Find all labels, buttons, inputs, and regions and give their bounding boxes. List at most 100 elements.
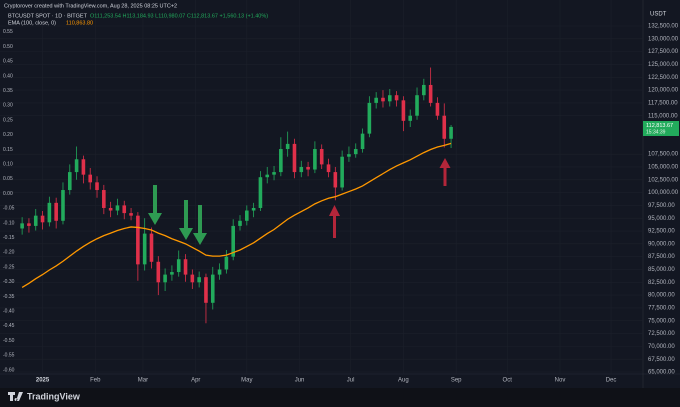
y-tick-label: 125,000.00 [648, 62, 679, 68]
y2-tick-label: -0.15 [3, 235, 15, 241]
x-tick-label: Sep [451, 378, 462, 384]
candle-body [394, 95, 399, 101]
candle-body [170, 272, 174, 275]
candle-body [102, 190, 106, 208]
y2-tick-label: -0.50 [3, 338, 15, 344]
y-tick-label: 65,000.00 [648, 370, 675, 376]
y2-tick-label: -0.25 [3, 264, 15, 270]
candle-body [422, 84, 426, 96]
candle-body [217, 269, 222, 275]
candle-body [197, 277, 201, 283]
candle-body [265, 174, 270, 178]
candle-body [74, 159, 79, 173]
x-tick-label: May [241, 378, 252, 384]
price-tag-box [643, 121, 679, 136]
candle-body [245, 210, 249, 221]
y-tick-label: 75,000.00 [648, 318, 675, 324]
candle-body [149, 233, 154, 262]
candle-body [210, 274, 215, 303]
plot [20, 67, 453, 324]
candle-body [163, 274, 167, 283]
green-arrow [148, 185, 162, 225]
candle-body [61, 190, 65, 221]
y2-tick-label: 0.15 [3, 147, 13, 153]
y-tick-label: 70,000.00 [648, 344, 675, 350]
candle-body [387, 95, 392, 102]
candle-body [238, 220, 242, 226]
candle-body [347, 154, 351, 157]
red-arrow [439, 158, 451, 186]
y-tick-label: 95,000.00 [648, 216, 675, 222]
ema-line [21, 142, 452, 288]
price-tag: 112,813.67 15:34:39 [643, 121, 679, 136]
annotation-arrows [148, 158, 451, 245]
candle-body [319, 149, 324, 165]
y2-tick-label: 0.50 [3, 44, 13, 50]
y2-tick-label: -0.45 [3, 323, 15, 329]
candle-body [176, 259, 181, 273]
last-price: 112,813.67 [646, 123, 673, 129]
y-tick-label: 100,000.00 [648, 190, 679, 196]
candle-body [299, 166, 304, 173]
candle-body [374, 97, 378, 103]
candle-body [47, 202, 52, 223]
brand-logo: TradingView [8, 391, 81, 401]
candle-body [88, 174, 93, 183]
candle-body [367, 102, 372, 134]
countdown: 15:34:39 [646, 129, 666, 135]
candle-body [428, 84, 433, 103]
candle-body [129, 213, 133, 216]
candle-body [204, 277, 208, 303]
candle-body [415, 95, 419, 116]
candle-body [190, 274, 195, 283]
candle-body [224, 256, 229, 270]
ohlc: O111,253.54 H113,184.93 L110,980.07 C112… [90, 13, 268, 19]
y-tick-label: 122,500.00 [648, 75, 679, 81]
candle-body [81, 159, 86, 175]
candle-body [435, 102, 440, 116]
candle-body [258, 177, 263, 208]
y-tick-label: 77,500.00 [648, 306, 675, 312]
candle-body [136, 215, 140, 265]
candle-body [156, 261, 161, 283]
y2-tick-label: 0.45 [3, 59, 13, 65]
x-tick-label: Oct [503, 378, 513, 384]
candle-body [251, 207, 256, 211]
footer-bar [0, 388, 680, 407]
y2-tick-label: -0.35 [3, 294, 15, 300]
y2-tick-label: 0.20 [3, 132, 13, 138]
y-tick-label: 117,500.00 [648, 100, 678, 106]
x-tick-label: Feb [90, 378, 101, 384]
y-tick-label: 132,500.00 [648, 24, 679, 30]
y2-tick-label: -0.40 [3, 308, 15, 314]
candle-body [95, 182, 99, 191]
candle-body [279, 149, 283, 173]
candle-body [54, 202, 58, 221]
candle-body [33, 215, 38, 226]
indicator-value: 110,863.80 [66, 20, 93, 26]
y-tick-label: 97,500.00 [648, 203, 675, 209]
y2-tick-label: -0.20 [3, 250, 15, 256]
candle-body [313, 149, 317, 170]
candle-body [360, 133, 365, 150]
y2-tick-label: 0.55 [3, 29, 13, 35]
y2-tick-label: 0.25 [3, 117, 13, 123]
x-tick-label: Dec [606, 378, 617, 384]
indicator-label: EMA (100, close, 0) [8, 20, 56, 26]
candle-body [142, 233, 147, 265]
candle-body [401, 100, 406, 121]
candle-body [381, 97, 385, 102]
y-tick-label: 90,000.00 [648, 241, 675, 247]
y2-tick-label: 0.35 [3, 88, 13, 94]
x-tick-label: Mar [138, 378, 148, 384]
y-tick-label: 102,500.00 [648, 177, 679, 183]
grid [0, 0, 643, 374]
candle-body [353, 149, 358, 155]
y-tick-label: 105,000.00 [648, 165, 679, 171]
y2-tick-label: -0.05 [3, 206, 15, 212]
candle-body [272, 172, 276, 175]
y-tick-label: 130,000.00 [648, 36, 679, 42]
